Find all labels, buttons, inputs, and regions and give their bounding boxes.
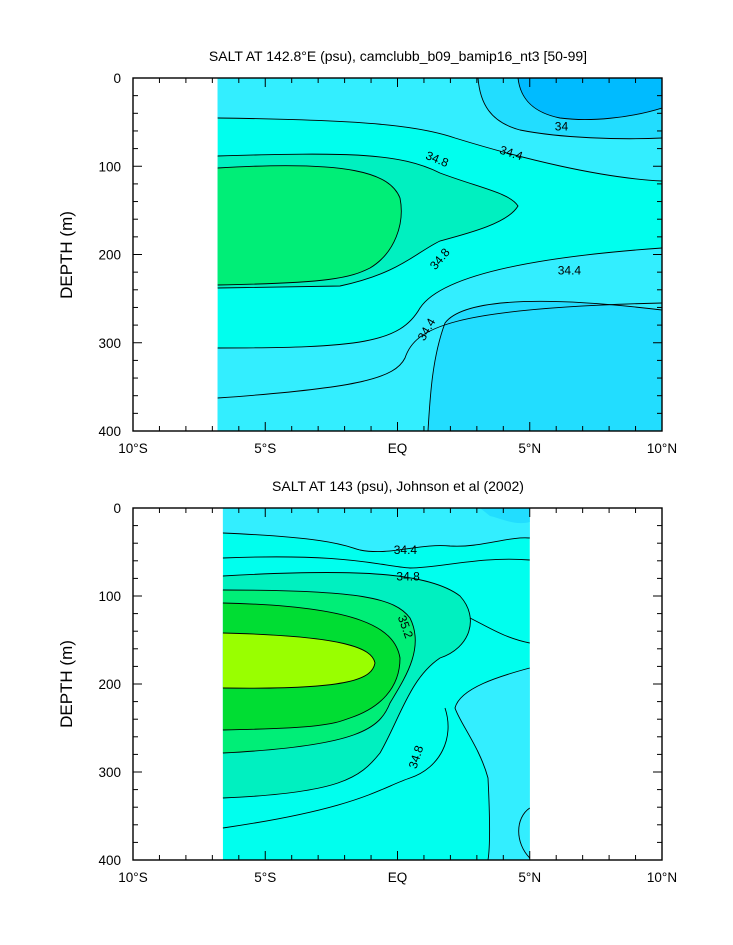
y-tick-label: 300 (98, 765, 121, 780)
salinity-region-34.4 (222, 508, 530, 552)
y-tick-label: 0 (113, 71, 121, 86)
panel-bottom-contour-labels: 34.434.835.234.8 (394, 543, 427, 770)
y-tick-label: 200 (98, 677, 121, 692)
panel-top-contour-lines (217, 78, 662, 431)
contour-label: 34.4 (498, 143, 525, 164)
panel-top-ylabel: DEPTH (m) (57, 211, 76, 299)
contour-label: 34.4 (558, 263, 582, 277)
panel-bottom-contour-lines (222, 532, 531, 860)
salinity-region-35.0 (217, 165, 402, 285)
contour-line (477, 78, 662, 140)
x-tick-label: EQ (388, 441, 408, 456)
y-tick-label: 100 (98, 589, 121, 604)
x-tick-label: 5°S (254, 870, 276, 885)
x-tick-label: 10°S (118, 870, 147, 885)
salinity-region-33.8 (480, 78, 662, 120)
salinity-region-34.0-deep (428, 301, 662, 431)
contour-label: 34.8 (396, 570, 420, 584)
panel-bottom-axes: 10°S 5°S EQ 5°N 10°N 0 100 200 300 400 (98, 501, 677, 885)
contour-line (217, 247, 662, 349)
contour-line (469, 617, 530, 644)
y-tick-label: 200 (98, 248, 121, 263)
contour-line (222, 572, 471, 799)
panel-top-title: SALT AT 142.8°E (psu), camclubb_b09_bami… (209, 48, 587, 64)
contour-line (222, 602, 401, 731)
salinity-region-34.4-deep (455, 668, 530, 860)
y-tick-label: 300 (98, 336, 121, 351)
x-tick-label: 5°N (518, 870, 541, 885)
contour-line (222, 532, 530, 553)
contour-line (222, 556, 530, 569)
contour-line (517, 78, 662, 120)
salinity-region-34.0 (480, 508, 530, 524)
contour-line (217, 302, 662, 399)
contour-label: 34.4 (394, 543, 418, 557)
contour-label: 34.8 (406, 743, 427, 770)
y-tick-label: 400 (98, 424, 121, 439)
contour-line (427, 300, 662, 431)
panel-bottom-ylabel: DEPTH (m) (57, 640, 76, 728)
panel-top: SALT AT 142.8°E (psu), camclubb_b09_bami… (57, 48, 677, 456)
contour-line (217, 153, 519, 289)
contour-line (222, 589, 416, 754)
contour-line (518, 807, 531, 859)
x-tick-label: 10°N (647, 870, 677, 885)
y-tick-label: 100 (98, 159, 121, 174)
contour-line (222, 632, 376, 689)
x-tick-label: EQ (388, 870, 408, 885)
x-tick-label: 5°N (518, 441, 541, 456)
panel-bottom-title: SALT AT 143 (psu), Johnson et al (2002) (272, 478, 524, 494)
contour-line (222, 707, 449, 829)
y-tick-label: 0 (113, 501, 121, 516)
contour-label: 34 (555, 120, 569, 134)
contour-line (454, 667, 530, 860)
panel-bottom: SALT AT 143 (psu), Johnson et al (2002) … (57, 478, 677, 885)
contour-line (217, 165, 402, 286)
panel-top-axes: 10°S 5°S EQ 5°N 10°N 0 100 200 300 400 (98, 71, 677, 456)
x-tick-label: 10°N (647, 441, 677, 456)
y-tick-label: 400 (98, 853, 121, 868)
x-tick-label: 10°S (118, 441, 147, 456)
x-tick-label: 5°S (254, 441, 276, 456)
salinity-region-35.4 (222, 633, 375, 689)
panel-bottom-filled-contours (222, 508, 530, 860)
contour-line (217, 117, 662, 182)
